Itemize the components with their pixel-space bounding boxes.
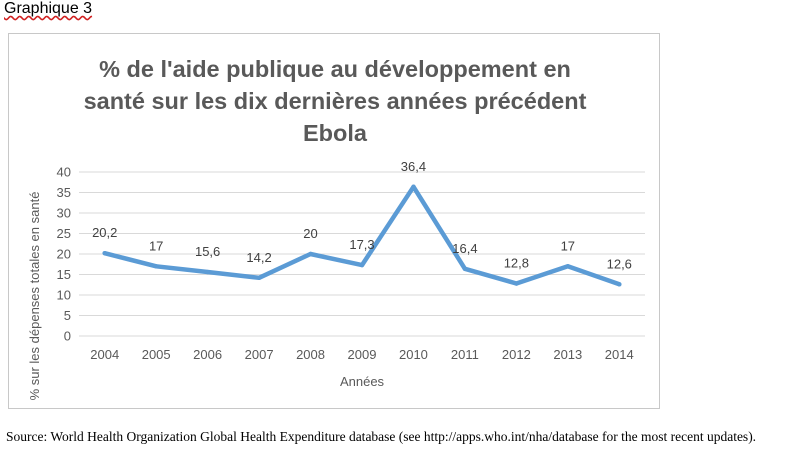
data-point — [565, 264, 571, 269]
x-tick-label: 2007 — [245, 347, 274, 362]
gridlines — [79, 171, 645, 337]
y-tick-label: 5 — [64, 308, 71, 323]
chart-title-line-2: santé sur les dix dernières années précé… — [84, 88, 587, 114]
data-point — [514, 281, 519, 286]
x-tick-label: 2010 — [399, 347, 428, 362]
x-tick-label: 2005 — [142, 347, 171, 362]
data-label: 16,4 — [452, 241, 477, 256]
data-point — [462, 266, 468, 271]
data-point — [102, 250, 107, 256]
chart-title-line-1: % de l'aide publique au développement en — [99, 56, 571, 82]
line-chart: % de l'aide publique au développement en… — [27, 56, 645, 401]
chart-title-line-3: Ebola — [303, 120, 368, 146]
y-tick-labels: 0 5 10 15 20 25 30 35 40 — [57, 165, 71, 344]
y-tick-label: 30 — [57, 206, 71, 221]
series-line — [102, 184, 622, 287]
data-label: 20,2 — [92, 225, 117, 240]
x-tick-label: 2004 — [90, 347, 119, 362]
y-tick-label: 15 — [57, 267, 71, 282]
data-label: 20 — [303, 226, 317, 241]
x-tick-label: 2012 — [502, 347, 531, 362]
source-note: Source: World Health Organization Global… — [6, 429, 757, 444]
data-point — [308, 251, 313, 257]
document-heading: Graphique 3 — [4, 0, 93, 17]
data-point — [153, 264, 159, 269]
series — [102, 184, 622, 287]
x-tick-label: 2011 — [451, 347, 479, 362]
x-axis-title: Années — [340, 374, 385, 389]
x-tick-label: 2006 — [193, 347, 222, 362]
x-tick-label: 2014 — [605, 347, 634, 362]
data-point — [205, 269, 210, 275]
data-label: 12,8 — [504, 256, 529, 271]
data-label: 12,6 — [607, 256, 632, 271]
data-labels: 20,2 17 15,6 14,2 20 17,3 36,4 16,4 12,8 17 12,6 — [92, 159, 632, 272]
x-tick-label: 2013 — [553, 347, 582, 362]
data-label: 17 — [149, 238, 163, 253]
data-point — [617, 282, 622, 287]
x-tick-labels: 2004 2005 2006 2007 2008 2009 2010 2011 2012 2013… — [90, 347, 633, 362]
y-tick-label: 20 — [57, 247, 71, 262]
data-label: 17 — [561, 238, 575, 253]
data-label: 17,3 — [349, 237, 374, 252]
x-tick-label: 2008 — [296, 347, 325, 362]
chart-frame: % de l'aide publique au développement en… — [8, 33, 660, 409]
x-tick-label: 2009 — [348, 347, 377, 362]
data-point — [256, 275, 262, 280]
data-point — [411, 184, 416, 189]
data-label: 14,2 — [246, 250, 271, 265]
y-tick-label: 40 — [57, 165, 71, 180]
y-tick-label: 35 — [57, 185, 71, 200]
data-point — [359, 262, 365, 268]
data-label: 15,6 — [195, 244, 220, 259]
data-label: 36,4 — [401, 159, 426, 174]
y-tick-label: 10 — [57, 288, 71, 303]
y-axis-title: % sur les dépenses totales en santé — [27, 192, 42, 401]
y-tick-label: 25 — [57, 226, 71, 241]
y-tick-label: 0 — [64, 329, 71, 344]
